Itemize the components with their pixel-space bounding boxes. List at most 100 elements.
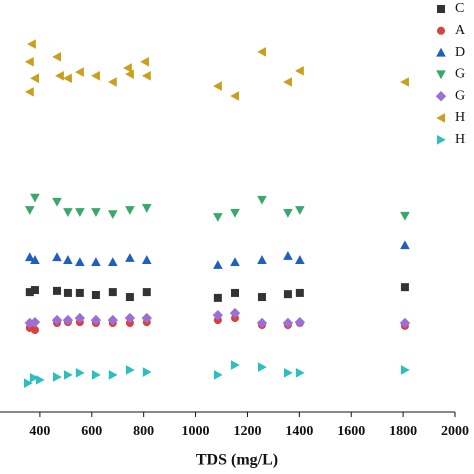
point <box>256 317 268 329</box>
point <box>63 208 73 217</box>
point <box>400 365 410 375</box>
point <box>124 312 136 324</box>
point <box>123 63 132 73</box>
legend-marker <box>435 91 447 102</box>
point <box>90 314 102 326</box>
point <box>141 204 152 213</box>
point <box>230 257 240 267</box>
point <box>35 375 45 385</box>
point <box>29 373 39 383</box>
point <box>257 293 266 302</box>
x-tick-label: 1000 <box>182 424 210 439</box>
point <box>257 255 267 264</box>
x-tick-label: 600 <box>81 424 102 439</box>
point <box>283 77 292 87</box>
point <box>282 317 294 329</box>
legend-marker <box>436 47 446 57</box>
point <box>62 314 74 326</box>
point <box>24 252 35 262</box>
point <box>30 73 39 84</box>
point <box>52 197 62 207</box>
point <box>75 288 84 297</box>
point <box>91 290 100 299</box>
point <box>30 255 40 264</box>
point <box>142 288 151 297</box>
point <box>24 206 35 215</box>
point <box>400 211 410 221</box>
point <box>213 293 222 302</box>
point <box>283 209 293 218</box>
point <box>107 314 118 326</box>
point <box>283 251 293 260</box>
legend-marker <box>436 70 446 80</box>
point <box>75 368 85 378</box>
point <box>52 52 62 62</box>
point <box>295 255 305 264</box>
point <box>400 77 409 87</box>
point <box>63 288 72 297</box>
point <box>295 66 304 76</box>
point <box>125 253 135 262</box>
point <box>30 326 39 335</box>
x-tick-label: 1600 <box>337 424 365 439</box>
point <box>230 91 239 101</box>
point <box>51 314 63 326</box>
point <box>53 372 62 382</box>
legend-marker <box>436 113 445 123</box>
point <box>25 288 34 297</box>
point <box>91 257 101 267</box>
point <box>125 69 134 79</box>
point <box>74 312 86 324</box>
point <box>30 286 39 295</box>
legend-label: C <box>455 1 464 16</box>
point <box>30 193 40 203</box>
point <box>140 57 149 67</box>
point <box>213 260 223 269</box>
point <box>63 73 72 84</box>
point <box>53 286 62 295</box>
point <box>142 367 152 377</box>
point <box>91 208 101 217</box>
legend-label: G <box>455 88 465 103</box>
x-tick-label: 1400 <box>285 424 313 439</box>
point <box>91 370 101 380</box>
x-tick-label: 800 <box>133 424 154 439</box>
point <box>230 288 239 297</box>
point <box>107 77 117 87</box>
point <box>283 290 292 299</box>
point <box>229 307 241 319</box>
point <box>29 316 41 328</box>
point <box>125 206 135 215</box>
legend-label: D <box>455 45 465 60</box>
point <box>212 309 224 321</box>
point <box>257 195 267 205</box>
point <box>75 67 84 77</box>
point <box>52 252 62 262</box>
point <box>24 87 34 97</box>
point <box>23 378 33 388</box>
x-tick-label: 1200 <box>233 424 261 439</box>
point <box>213 213 223 222</box>
legend-marker <box>437 26 445 35</box>
point <box>55 71 64 81</box>
point <box>24 57 34 67</box>
point <box>141 71 151 81</box>
x-tick-label: 1800 <box>389 424 417 439</box>
point <box>125 365 135 375</box>
point <box>295 368 305 378</box>
legend-label: H <box>455 132 465 147</box>
x-tick-label: 2000 <box>441 424 469 439</box>
point <box>141 312 152 324</box>
x-tick-label: 400 <box>29 424 50 439</box>
point <box>230 360 240 370</box>
point <box>399 317 411 329</box>
legend-label: A <box>455 23 466 38</box>
legend-marker <box>437 135 446 145</box>
point <box>257 362 267 372</box>
point <box>230 209 240 218</box>
point <box>400 283 409 292</box>
point <box>125 293 134 302</box>
legend-label: G <box>455 67 465 82</box>
point <box>75 257 85 267</box>
